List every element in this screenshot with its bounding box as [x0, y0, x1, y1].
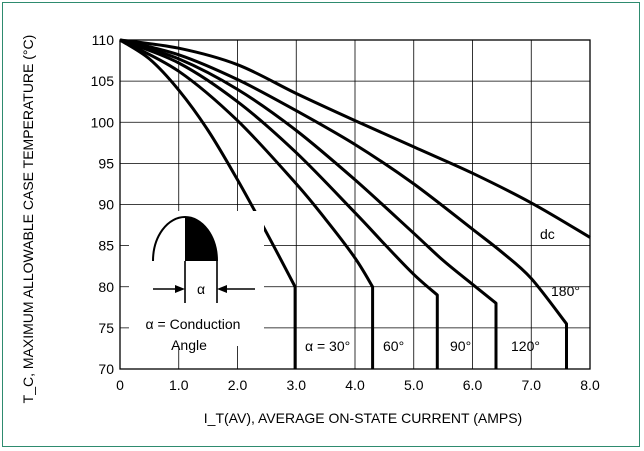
- y-tick-label: 95: [98, 155, 114, 171]
- x-tick-label: 1.0: [169, 377, 189, 393]
- chart: 0 1.0 2.0 3.0 4.0 5.0 6.0 7.0 8.0 70 75 80 85 90 95 100…: [20, 32, 600, 426]
- figure-frame: 0 1.0 2.0 3.0 4.0 5.0 6.0 7.0 8.0 70 75 80 85 90 95 100…: [2, 2, 640, 447]
- x-tick-label: 0: [116, 377, 124, 393]
- series-layer: [119, 38, 591, 369]
- x-tick-label: 7.0: [522, 377, 542, 393]
- x-tick-label: 6.0: [463, 377, 483, 393]
- series-line: [119, 38, 568, 369]
- series-line: [119, 38, 498, 369]
- plot-border: [119, 39, 591, 370]
- tick-labels: 0 1.0 2.0 3.0 4.0 5.0 6.0 7.0 8.0 70 75 80 85 90 95 100…: [91, 32, 600, 393]
- arrow-left-head: [175, 285, 185, 293]
- conduction-label-line2: Angle: [171, 337, 207, 353]
- x-tick-label: 4.0: [345, 377, 365, 393]
- arrow-right-head: [217, 285, 227, 293]
- y-tick-label: 75: [98, 320, 114, 336]
- y-tick-label: 105: [91, 73, 115, 89]
- conduction-region: [185, 217, 217, 261]
- conduction-angle-inset: α α = Conduction Angle: [129, 211, 264, 353]
- x-tick-label: 5.0: [404, 377, 424, 393]
- grid: [120, 40, 590, 369]
- conduction-label-line1: α = Conduction: [146, 316, 241, 332]
- label-90: 90°: [450, 338, 471, 354]
- y-tick-label: 80: [98, 279, 114, 295]
- series-line: [119, 38, 591, 239]
- label-dc: dc: [540, 226, 555, 242]
- label-120: 120°: [511, 338, 540, 354]
- alpha-symbol: α: [197, 281, 205, 297]
- x-axis-label: I_T(AV), AVERAGE ON-STATE CURRENT (AMPS): [204, 410, 522, 426]
- x-tick-label: 3.0: [287, 377, 307, 393]
- series-line: [119, 38, 375, 369]
- y-axis-label: T_C, MAXIMUM ALLOWABLE CASE TEMPERATURE …: [20, 35, 36, 404]
- y-tick-label: 90: [98, 197, 114, 213]
- y-tick-label: 110: [92, 32, 115, 48]
- y-tick-label: 85: [98, 238, 114, 254]
- label-alpha-30: α = 30°: [305, 338, 350, 354]
- x-tick-label: 2.0: [228, 377, 248, 393]
- label-180: 180°: [551, 283, 580, 299]
- series-line: [119, 38, 439, 369]
- series-line: [119, 38, 297, 369]
- y-tick-label: 70: [98, 361, 114, 377]
- x-tick-label: 8.0: [580, 377, 600, 393]
- y-tick-label: 100: [91, 114, 115, 130]
- label-60: 60°: [383, 338, 404, 354]
